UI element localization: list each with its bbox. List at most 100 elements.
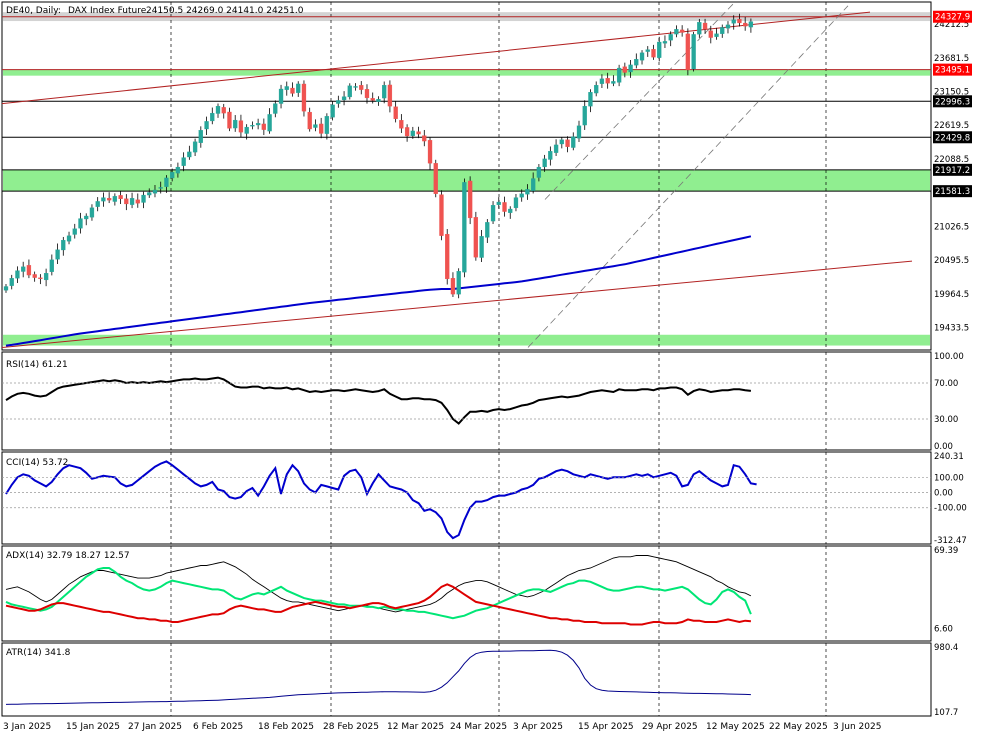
candle-body-10 — [61, 239, 66, 251]
lower-trend-line — [1, 260, 913, 348]
candle-body-129 — [743, 22, 748, 27]
candle-body-52 — [301, 83, 307, 112]
candle-body-43 — [250, 125, 255, 127]
candle-body-0 — [3, 286, 9, 291]
candle-body-59 — [341, 96, 347, 101]
candle-body-18 — [106, 198, 112, 201]
candle-body-87 — [502, 202, 507, 212]
candle-body-102 — [588, 92, 593, 107]
panel-frame-3 — [1, 545, 932, 642]
cci-tick-label-2: 0.00 — [934, 489, 953, 499]
candle-body-128 — [737, 18, 742, 24]
adx-tick-label-0: 69.39 — [934, 546, 958, 556]
candle-body-79 — [456, 271, 461, 295]
candle-body-49 — [284, 86, 289, 90]
candle-body-33 — [192, 141, 198, 153]
candle-body-122 — [702, 22, 708, 30]
candle-body-32 — [187, 151, 192, 158]
candle-body-90 — [519, 193, 524, 198]
cci-tick-label-3: -100.00 — [934, 504, 967, 514]
price-tag-label-3: 22429.8 — [935, 133, 970, 143]
channel-lower-line — [527, 5, 849, 348]
price-tag-label-5: 21581.3 — [935, 187, 970, 197]
cci-title: CCI(14) 53.72 — [6, 458, 68, 468]
price-tags: 24327.9 23495.1 22996.3 22429.8 21917.2 21581… — [933, 10, 972, 198]
candle-body-88 — [508, 208, 513, 213]
candle-body-40 — [233, 119, 238, 129]
candle-body-3 — [21, 266, 26, 272]
candle-body-36 — [210, 112, 215, 122]
candle-body-71 — [410, 130, 415, 137]
candle-body-66 — [382, 85, 387, 99]
candle-body-113 — [651, 49, 656, 58]
candle-body-41 — [238, 120, 244, 133]
x-axis-labels: 3 Jan 2025 15 Jan 2025 27 Jan 2025 6 Feb 20… — [3, 722, 881, 732]
adx-line-2 — [5, 583, 751, 626]
indicator-lines — [2, 376, 931, 705]
atr-tick-label-0: 980.4 — [934, 643, 958, 653]
x-tick-label-7: 24 Mar 2025 — [450, 722, 507, 732]
rsi-tick-label-3: 0.00 — [934, 442, 953, 452]
candle-body-63 — [364, 89, 370, 99]
channel-upper-line — [544, 1, 736, 200]
candle-body-54 — [313, 124, 318, 128]
candle-body-121 — [697, 22, 702, 35]
rsi-tick-label-1: 70.00 — [934, 379, 958, 389]
candle-body-97 — [559, 139, 564, 145]
candle-body-80 — [462, 182, 467, 273]
candle-body-123 — [708, 30, 713, 38]
price-tick-label-6: 20495.5 — [934, 256, 969, 266]
adx-tick-label-1: 6.60 — [934, 625, 953, 635]
upper-trend-line — [1, 11, 871, 105]
x-tick-label-10: 29 Apr 2025 — [642, 722, 698, 732]
x-tick-label-1: 15 Jan 2025 — [66, 722, 120, 732]
candle-body-61 — [353, 86, 358, 88]
candle-body-95 — [548, 151, 553, 160]
price-tick-label-4: 22088.5 — [934, 155, 969, 165]
chart-header-instrument: DAX Index Future — [68, 6, 147, 16]
candle-body-14 — [84, 215, 89, 220]
candle-body-24 — [141, 194, 146, 203]
panel-frame-1 — [1, 351, 932, 451]
x-tick-label-6: 12 Mar 2025 — [387, 722, 444, 732]
horizontal-levels — [2, 16, 931, 192]
candle-body-4 — [26, 265, 32, 276]
candle-body-67 — [387, 84, 393, 107]
candle-body-72 — [416, 131, 421, 135]
candle-body-35 — [204, 121, 209, 130]
price-tick-label-7: 19964.5 — [934, 290, 969, 300]
candle-body-100 — [576, 125, 582, 139]
candle-body-73 — [422, 135, 427, 142]
candle-body-25 — [147, 192, 152, 196]
x-tick-label-3: 6 Feb 2025 — [193, 722, 243, 732]
candle-body-20 — [118, 195, 123, 200]
chart-header-symbol: DE40, Daily: — [6, 6, 61, 16]
candle-body-69 — [399, 120, 404, 129]
candle-body-9 — [55, 249, 60, 260]
candle-body-51 — [296, 83, 301, 93]
candle-body-55 — [318, 123, 324, 134]
candle-body-1 — [9, 278, 14, 286]
candle-body-75 — [433, 163, 438, 194]
candle-body-70 — [404, 127, 410, 137]
candle-body-12 — [72, 228, 77, 235]
price-tick-label-0: 24212.5 — [934, 20, 969, 30]
rsi-tick-label-2: 30.00 — [934, 415, 958, 425]
candle-body-101 — [582, 105, 587, 126]
panel-frames — [1, 1, 932, 717]
candle-body-111 — [639, 52, 645, 61]
adx-line-1 — [5, 567, 752, 620]
candle-body-89 — [513, 197, 519, 209]
candle-body-108 — [622, 66, 627, 73]
candle-body-74 — [427, 140, 433, 164]
candle-body-104 — [599, 78, 605, 84]
candle-body-91 — [525, 189, 530, 195]
price-tag-label-2: 22996.3 — [935, 97, 970, 107]
atr-line — [5, 649, 751, 705]
candle-body-78 — [450, 278, 456, 295]
candle-body-103 — [594, 85, 599, 94]
candle-body-117 — [674, 29, 679, 35]
price-tick-label-8: 19433.5 — [934, 324, 969, 334]
candle-body-27 — [158, 187, 163, 189]
cci-tick-label-1: 100.00 — [934, 473, 964, 483]
